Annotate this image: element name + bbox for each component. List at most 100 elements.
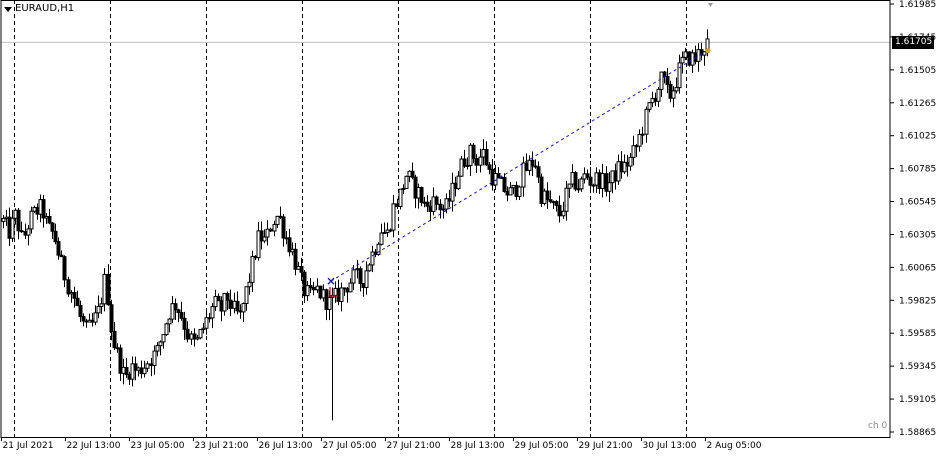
- candle-body-bear: [410, 170, 415, 178]
- symbol-timeframe-label: EURAUD,H1: [15, 3, 75, 14]
- candle-body-bull: [262, 236, 267, 242]
- candle-body-bull: [683, 51, 688, 58]
- candle-body-bull: [680, 56, 685, 64]
- candle-body-bear: [434, 196, 439, 205]
- candle-body-bear: [216, 295, 221, 302]
- y-tick-label: 1.59585: [899, 329, 936, 339]
- candle-body-bull: [607, 182, 612, 192]
- candle-body-bull: [508, 187, 513, 196]
- candle-body-bull: [250, 255, 255, 283]
- candle-body-bull: [327, 296, 332, 310]
- candle-body-bull: [198, 329, 203, 339]
- candle-body-bull: [161, 334, 166, 343]
- candle-body-bull: [247, 281, 252, 288]
- candle-body-bull: [29, 210, 34, 230]
- candle-body-bull: [195, 337, 200, 340]
- x-tick-label: 30 Jul 13:00: [643, 441, 697, 451]
- candle-body-bull: [576, 188, 581, 191]
- candle-body-bull: [628, 156, 633, 167]
- candle-body-bear: [548, 199, 553, 203]
- candle-body-bear: [487, 164, 492, 170]
- candle-body-bear: [19, 230, 24, 233]
- candle-body-bear: [311, 287, 316, 291]
- candle-body-bull: [517, 186, 522, 197]
- y-tick-label: 1.61505: [899, 66, 936, 76]
- candle-body-bull: [367, 264, 372, 272]
- candle-body-bear: [471, 144, 476, 160]
- candle-body-bull: [99, 303, 104, 307]
- candle-body-bear: [293, 248, 298, 270]
- candle-body-bear: [545, 190, 550, 201]
- x-tick-label: 28 Jul 13:00: [451, 441, 505, 451]
- candle-body-bear: [573, 172, 578, 190]
- candle-body-bull: [272, 223, 277, 232]
- x-tick-label: 29 Jul 05:00: [515, 441, 569, 451]
- candle-body-bull: [351, 269, 356, 284]
- candle-body-bull: [1, 217, 6, 222]
- y-tick-label: 1.60785: [899, 165, 936, 175]
- candle-body-bear: [235, 300, 240, 312]
- y-tick-label: 1.61985: [899, 0, 936, 10]
- candle-body-bull: [244, 286, 249, 304]
- y-tick-label: 1.60545: [899, 198, 936, 208]
- candle-body-bear: [75, 297, 80, 307]
- candle-body-bull: [561, 210, 566, 217]
- candle-body-bear: [438, 203, 443, 211]
- y-tick-label: 1.59105: [899, 395, 936, 405]
- candle-body-bull: [391, 203, 396, 231]
- x-tick-label: 23 Jul 05:00: [131, 441, 185, 451]
- candle-body-bear: [228, 299, 233, 309]
- current-price-badge: 1.61705: [892, 36, 934, 49]
- candle-body-bear: [419, 187, 424, 203]
- subwindow-label: ch 0: [868, 421, 888, 431]
- candle-body-bull: [444, 198, 449, 210]
- candle-body-bull: [640, 133, 645, 136]
- shift-marker-icon[interactable]: [708, 3, 713, 7]
- candle-body-bull: [130, 363, 135, 380]
- candle-body-bear: [358, 268, 363, 285]
- candle-body-bull: [674, 87, 679, 92]
- candle-body-bull: [142, 367, 147, 375]
- x-tick-label: 29 Jul 21:00: [579, 441, 633, 451]
- candle-body-bull: [398, 188, 403, 208]
- candle-body-bear: [62, 256, 67, 281]
- y-tick-label: 1.60305: [899, 230, 936, 240]
- candle-body-bear: [118, 347, 123, 374]
- candle-body-bear: [462, 158, 467, 167]
- candle-body-bear: [124, 366, 129, 375]
- candle-body-bull: [404, 175, 409, 189]
- candle-body-bull: [600, 173, 605, 189]
- chart-menu-triangle-icon[interactable]: [4, 6, 12, 12]
- candle-body-bull: [93, 312, 98, 323]
- candle-body-bear: [665, 75, 670, 86]
- candle-body-bear: [50, 222, 55, 232]
- trendline[interactable]: [330, 50, 708, 282]
- x-tick-label: 2 Aug 05:00: [707, 441, 762, 451]
- candle-body-bear: [539, 176, 544, 205]
- candle-body-bull: [364, 270, 369, 289]
- symbol-header: EURAUD,H1: [4, 3, 74, 15]
- candle-body-bull: [521, 162, 526, 188]
- candle-body-bull: [450, 182, 455, 202]
- candle-body-bull: [370, 251, 375, 266]
- candle-body-bear: [259, 230, 264, 242]
- candle-body-bear: [502, 176, 507, 193]
- candle-body-bear: [299, 265, 304, 273]
- candle-body-bear: [47, 216, 52, 224]
- candle-body-bull: [631, 145, 636, 158]
- candle-body-bull: [465, 165, 470, 168]
- candle-body-bull: [201, 327, 206, 331]
- candle-body-bear: [530, 159, 535, 167]
- candle-body-bull: [656, 88, 661, 102]
- candle-body-bear: [78, 305, 83, 318]
- candle-body-bull: [26, 228, 31, 236]
- candle-body-bear: [484, 148, 489, 166]
- candle-body-bull: [382, 231, 387, 234]
- candle-body-bull: [145, 363, 150, 369]
- candle-body-bear: [225, 292, 230, 301]
- candle-body-bear: [56, 241, 61, 256]
- candle-body-bull: [213, 295, 218, 308]
- candle-body-bull: [167, 318, 172, 325]
